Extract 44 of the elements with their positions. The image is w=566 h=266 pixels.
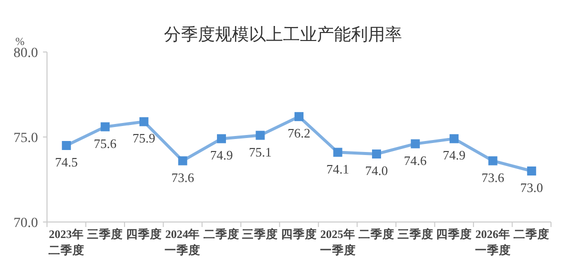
point [527,166,536,176]
data-label: 73.6 [481,170,505,185]
x-tick-label: 2026年一季度 [474,227,511,257]
y-axis-title: % [15,36,25,48]
x-tick-label: 四季度 [436,227,472,241]
data-label: 76.2 [288,126,310,141]
point [450,134,459,144]
point [372,150,382,158]
x-tick-label: 二季度 [203,227,240,241]
x-tick-label: 二季度 [514,227,550,241]
data-label: 75.6 [94,136,118,151]
point [333,148,342,157]
point [216,134,226,144]
data-label: 74.6 [404,152,428,168]
point [256,130,265,140]
x-tick-label: 2024年一季度 [164,227,201,257]
x-tick-label: 四季度 [126,227,162,241]
data-label: 74.5 [55,154,78,170]
x-tick-label: 二季度 [358,227,395,241]
x-tick-label: 四季度 [281,227,317,241]
data-label: 74.1 [326,161,350,176]
point [178,156,188,166]
point [139,117,148,126]
y-tick-label: 70.0 [14,216,38,231]
y-tick-label: 75.0 [14,131,38,146]
data-label: 75.1 [248,144,272,160]
point [100,122,110,132]
point [410,139,420,148]
data-label: 73.6 [171,170,195,185]
data-label: 73.0 [520,180,543,195]
x-tick-label: 三季度 [87,227,124,241]
x-tick-label: 三季度 [242,227,278,241]
point [294,112,304,122]
data-label: 74.9 [210,148,233,163]
data-label: 74.0 [365,163,388,178]
x-tick-label: 2023年二季度 [48,227,84,257]
data-label: 75.9 [132,130,156,146]
y-tick-label: 80.0 [14,46,38,61]
data-label: 74.9 [442,148,466,163]
x-tick-label: 三季度 [397,227,434,241]
point [488,156,498,166]
x-tick-label: 2025年一季度 [320,227,356,257]
chart-title: 分季度规模以上工业产能利用率 [164,25,402,44]
point [62,141,71,150]
